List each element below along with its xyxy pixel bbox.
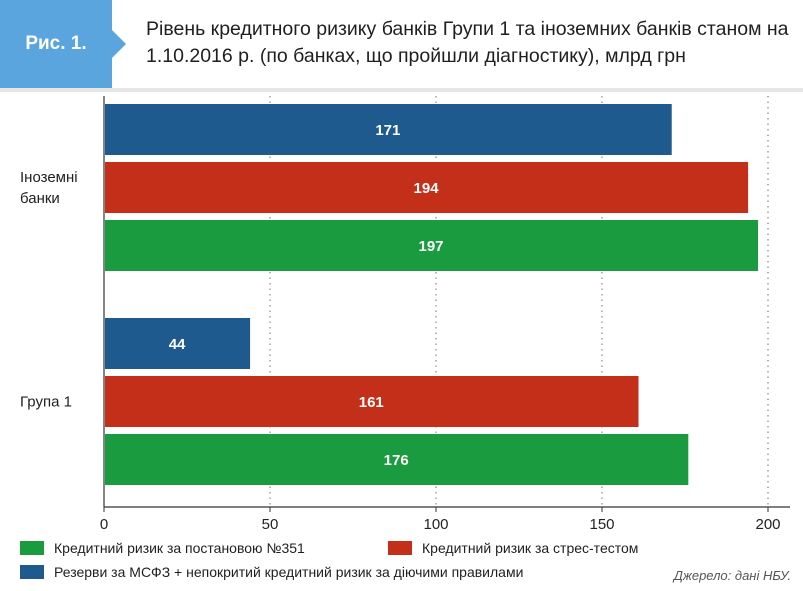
bar-label-0-1: 194 bbox=[414, 180, 440, 197]
legend-item-ifrs-reserves: Резерви за МСФЗ + непокритий кредитний р… bbox=[20, 564, 523, 580]
chart-title: Рівень кредитного ризику банків Групи 1 … bbox=[146, 16, 796, 70]
bar-label-1-1: 161 bbox=[359, 394, 384, 411]
legend-item-stress-test: Кредитний ризик за стрес-тестом bbox=[388, 540, 638, 556]
bar-1-1 bbox=[105, 376, 639, 427]
figure-badge: Рис. 1. bbox=[0, 0, 112, 88]
badge-arrow-icon bbox=[112, 30, 126, 58]
x-tick-label-100: 100 bbox=[423, 516, 448, 533]
category-label-0: Іноземні банки bbox=[20, 169, 78, 207]
x-tick-label-0: 0 bbox=[100, 516, 108, 533]
legend-item-351: Кредитний ризик за постановою №351 bbox=[20, 540, 305, 556]
category-label-1: Група 1 bbox=[20, 394, 72, 411]
bar-1-2 bbox=[105, 434, 689, 485]
chart-axes bbox=[103, 96, 790, 512]
chart-title-line-2: 1.10.2016 р. (по банках, що пройшли діаг… bbox=[146, 45, 686, 67]
bar-label-1-2: 176 bbox=[384, 452, 409, 469]
category-label-line-0-1: банки bbox=[20, 190, 60, 207]
legend-label-stress-test: Кредитний ризик за стрес-тестом bbox=[422, 540, 639, 556]
bar-label-1-0: 44 bbox=[169, 336, 186, 353]
source-note: Джерело: дані НБУ. bbox=[673, 568, 791, 583]
x-tick-label-50: 50 bbox=[262, 516, 279, 533]
bar-0-2 bbox=[105, 220, 759, 271]
chart-tick-labels: 0 50 100 150 200 bbox=[100, 516, 781, 533]
bar-label-0-0: 171 bbox=[375, 122, 400, 139]
chart-category-labels: Іноземні банки Група 1 bbox=[20, 169, 78, 411]
bar-0-0 bbox=[105, 104, 672, 155]
chart-bar-labels: 171 194 197 44 161 176 bbox=[169, 122, 444, 469]
header-divider bbox=[0, 88, 803, 92]
bar-1-0 bbox=[105, 318, 251, 369]
category-label-line-1-0: Група 1 bbox=[20, 394, 72, 411]
chart-legend: Кредитний ризик за постановою №351 Креди… bbox=[0, 536, 803, 591]
figure-header: Рис. 1. Рівень кредитного ризику банків … bbox=[0, 0, 803, 88]
x-tick-label-150: 150 bbox=[589, 516, 614, 533]
bar-label-0-2: 197 bbox=[419, 238, 444, 255]
bar-0-1 bbox=[105, 162, 749, 213]
category-label-line-0-0: Іноземні bbox=[20, 169, 78, 186]
chart-title-line-1: Рівень кредитного ризику банків Групи 1 … bbox=[146, 18, 789, 40]
chart-bars bbox=[105, 104, 759, 485]
legend-swatch-stress-test bbox=[388, 541, 412, 555]
legend-label-351: Кредитний ризик за постановою №351 bbox=[54, 540, 305, 556]
legend-swatch-ifrs-reserves bbox=[20, 565, 44, 579]
legend-label-ifrs-reserves: Резерви за МСФЗ + непокритий кредитний р… bbox=[54, 564, 524, 580]
bar-chart: 171 194 197 44 161 176 0 50 100 150 200 Іноземні б… bbox=[20, 96, 790, 533]
x-tick-label-200: 200 bbox=[755, 516, 780, 533]
legend-swatch-351 bbox=[20, 541, 44, 555]
